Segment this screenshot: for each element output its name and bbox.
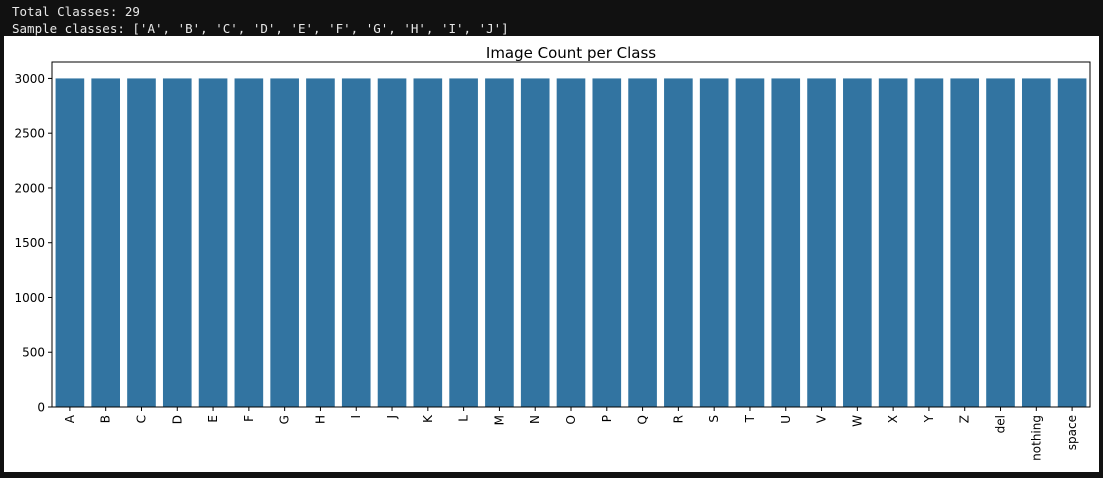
x-tick-label-H: H xyxy=(313,415,327,424)
x-tick-label-T: T xyxy=(743,414,757,423)
bar-P xyxy=(592,78,622,408)
x-tick-label-P: P xyxy=(600,415,614,422)
y-axis-ticks: 0 500 1000 1500 2000 2500 3000 xyxy=(14,72,52,415)
bar-I xyxy=(341,78,371,408)
bar-del xyxy=(986,78,1015,408)
x-tick-label-J: J xyxy=(385,415,399,420)
x-tick-label-G: G xyxy=(278,415,292,424)
bar-O xyxy=(556,78,586,408)
bar-F xyxy=(234,78,264,408)
bar-Z xyxy=(950,78,980,408)
x-tick-label-X: X xyxy=(886,415,900,423)
x-tick-label-M: M xyxy=(492,415,506,425)
x-tick-label-Z: Z xyxy=(958,415,972,423)
bar-K xyxy=(413,78,443,408)
bar-L xyxy=(449,78,478,408)
plot-panel: Image Count per Class 0 500 1000 1500 2000 25… xyxy=(4,36,1099,472)
bar-Q xyxy=(628,78,657,408)
bar-G xyxy=(270,78,299,408)
bar-chart: Image Count per Class 0 500 1000 1500 2000 25… xyxy=(14,44,1091,461)
bar-nothing xyxy=(1021,78,1051,408)
bar-X xyxy=(878,78,908,408)
bar-T xyxy=(735,78,765,408)
bar-A xyxy=(55,78,85,408)
total-classes-line: Total Classes: 29 xyxy=(12,4,140,19)
x-tick-label-O: O xyxy=(564,415,578,424)
x-tick-label-D: D xyxy=(170,415,184,424)
bar-V xyxy=(807,78,836,408)
axes-frame xyxy=(51,61,1091,408)
bar-space xyxy=(1057,78,1087,408)
bar-H xyxy=(306,78,335,408)
bar-W xyxy=(843,78,872,408)
x-tick-label-F: F xyxy=(242,415,256,422)
y-tick-label-1000: 1000 xyxy=(14,291,45,305)
bar-D xyxy=(162,78,192,408)
x-tick-label-L: L xyxy=(457,415,471,422)
x-tick-label-N: N xyxy=(528,415,542,424)
bar-B xyxy=(91,78,120,408)
y-tick-label-1500: 1500 xyxy=(14,236,45,250)
x-tick-label-E: E xyxy=(206,415,220,423)
x-tick-label-I: I xyxy=(349,415,363,419)
x-tick-label-Q: Q xyxy=(636,415,650,424)
x-tick-label-S: S xyxy=(707,415,721,423)
x-tick-label-R: R xyxy=(671,415,685,423)
bar-M xyxy=(485,78,514,408)
bar-R xyxy=(664,78,693,408)
x-tick-label-U: U xyxy=(779,415,793,424)
x-tick-label-Y: Y xyxy=(922,414,936,423)
y-tick-label-2000: 2000 xyxy=(14,181,45,195)
console-output: Total Classes: 29 Sample classes: ['A', '… xyxy=(12,3,509,37)
bar-J xyxy=(377,78,407,408)
bar-Y xyxy=(914,78,944,408)
x-tick-label-C: C xyxy=(134,415,148,423)
bar-E xyxy=(198,78,228,408)
bar-C xyxy=(127,78,156,408)
x-tick-label-W: W xyxy=(850,415,864,427)
x-tick-label-V: V xyxy=(815,414,829,423)
y-tick-label-500: 500 xyxy=(22,346,45,360)
x-tick-label-K: K xyxy=(421,414,435,423)
x-tick-label-space: space xyxy=(1065,415,1079,450)
x-tick-label-A: A xyxy=(63,414,77,423)
bars-group xyxy=(55,78,1087,408)
x-tick-label-B: B xyxy=(99,415,113,423)
y-tick-label-3000: 3000 xyxy=(14,72,45,86)
bar-U xyxy=(771,78,801,408)
sample-classes-line: Sample classes: ['A', 'B', 'C', 'D', 'E'… xyxy=(12,21,509,36)
y-tick-label-2500: 2500 xyxy=(14,127,45,141)
bar-S xyxy=(699,78,729,408)
bar-N xyxy=(520,78,550,408)
x-tick-label-nothing: nothing xyxy=(1029,415,1043,461)
x-tick-label-del: del xyxy=(994,415,1008,433)
chart-title: Image Count per Class xyxy=(486,44,656,62)
y-tick-label-0: 0 xyxy=(37,401,45,415)
